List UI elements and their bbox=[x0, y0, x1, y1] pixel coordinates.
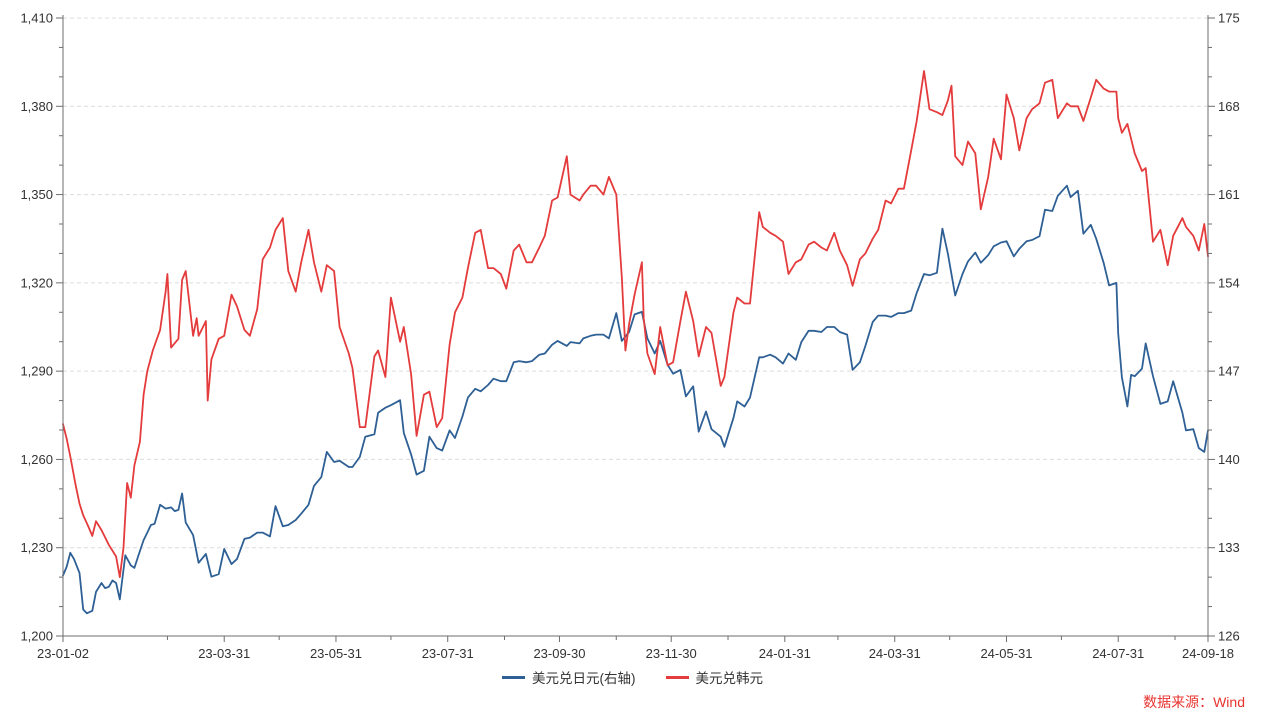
x-axis-tick-label: 23-09-30 bbox=[533, 646, 585, 661]
right-axis-tick-label: 133 bbox=[1218, 540, 1240, 555]
right-axis-tick-label: 126 bbox=[1218, 629, 1240, 644]
right-axis-tick-label: 140 bbox=[1218, 452, 1240, 467]
left-axis-tick-label: 1,200 bbox=[20, 629, 53, 644]
right-axis-tick-label: 175 bbox=[1218, 11, 1240, 26]
right-axis-tick-label: 154 bbox=[1218, 275, 1240, 290]
x-axis-tick-label: 23-05-31 bbox=[310, 646, 362, 661]
source-note: 数据来源：Wind bbox=[1143, 694, 1245, 710]
right-axis-tick-label: 161 bbox=[1218, 187, 1240, 202]
left-axis-tick-label: 1,350 bbox=[20, 187, 53, 202]
left-axis-tick-label: 1,290 bbox=[20, 364, 53, 379]
x-axis-tick-label: 23-03-31 bbox=[198, 646, 250, 661]
legend-label-usdjpy: 美元兑日元(右轴) bbox=[532, 671, 636, 686]
legend: 美元兑日元(右轴) 美元兑韩元 bbox=[0, 666, 1265, 688]
usdkrw-line-swatch bbox=[665, 675, 689, 679]
x-axis-tick-label: 24-03-31 bbox=[869, 646, 921, 661]
x-axis-tick-label: 23-07-31 bbox=[422, 646, 474, 661]
usdkrw-series-line bbox=[62, 70, 1209, 578]
x-axis-tick-label: 23-01-02 bbox=[37, 646, 89, 661]
x-axis-tick-label: 24-05-31 bbox=[980, 646, 1032, 661]
usdjpy-line-swatch bbox=[502, 675, 525, 679]
x-axis-tick-label: 24-09-18 bbox=[1182, 646, 1234, 661]
left-axis-tick-label: 1,380 bbox=[20, 99, 53, 114]
left-axis-tick-label: 1,410 bbox=[20, 11, 53, 26]
legend-item-usdkrw: 美元兑韩元 bbox=[665, 667, 764, 687]
left-axis-tick-label: 1,260 bbox=[20, 452, 53, 467]
right-axis-tick-label: 168 bbox=[1218, 99, 1240, 114]
left-axis-tick-label: 1,230 bbox=[20, 540, 53, 555]
usdjpy-series-line bbox=[62, 184, 1209, 615]
legend-item-usdjpy: 美元兑日元(右轴) bbox=[502, 667, 636, 687]
legend-label-usdkrw: 美元兑韩元 bbox=[695, 671, 764, 686]
x-axis-tick-label: 23-11-30 bbox=[646, 646, 697, 661]
x-axis-tick-label: 24-07-31 bbox=[1092, 646, 1144, 661]
right-axis-tick-label: 147 bbox=[1218, 364, 1240, 379]
x-axis-tick-label: 24-01-31 bbox=[759, 646, 811, 661]
left-axis-tick-label: 1,320 bbox=[20, 275, 53, 290]
